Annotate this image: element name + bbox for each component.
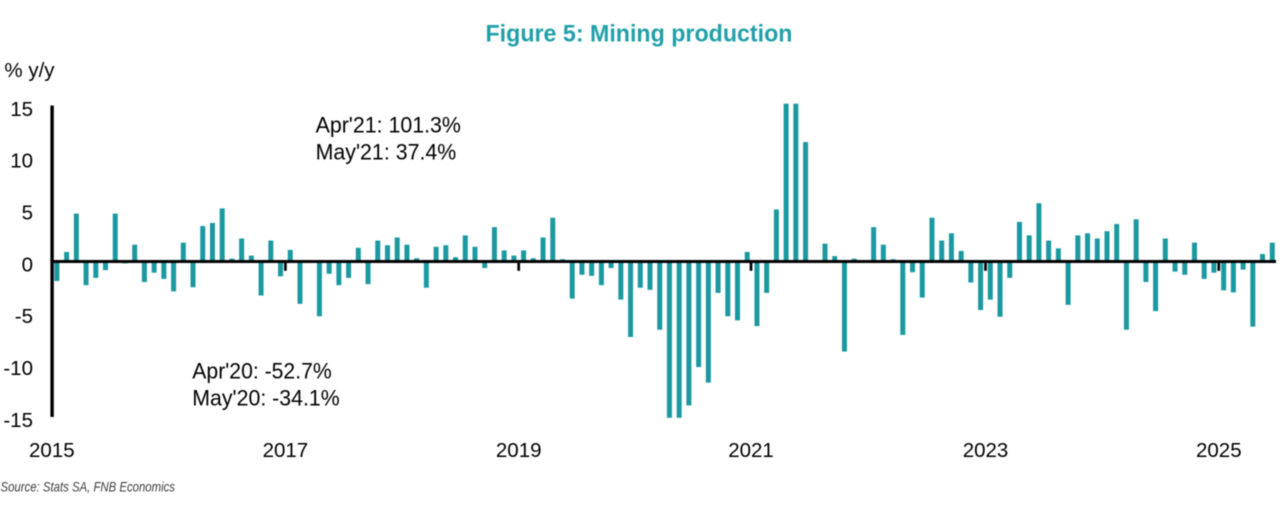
svg-text:May'20: -34.1%: May'20: -34.1% xyxy=(192,386,339,411)
svg-text:0: 0 xyxy=(22,253,33,276)
svg-text:15: 15 xyxy=(10,98,33,121)
svg-text:-5: -5 xyxy=(15,305,33,328)
svg-text:May'21: 37.4%: May'21: 37.4% xyxy=(316,140,457,165)
svg-text:2021: 2021 xyxy=(728,439,774,462)
svg-text:% y/y: % y/y xyxy=(4,59,55,82)
svg-text:Apr'21: 101.3%: Apr'21: 101.3% xyxy=(316,113,461,138)
svg-text:Source: Stats SA, FNB Economic: Source: Stats SA, FNB Economics xyxy=(1,478,176,494)
svg-text:2015: 2015 xyxy=(29,439,75,462)
svg-text:-15: -15 xyxy=(3,409,33,432)
svg-text:10: 10 xyxy=(10,150,33,173)
svg-text:2017: 2017 xyxy=(263,439,309,462)
svg-text:2019: 2019 xyxy=(496,439,542,462)
svg-text:5: 5 xyxy=(22,201,33,224)
svg-text:-10: -10 xyxy=(3,357,33,380)
svg-text:2023: 2023 xyxy=(963,439,1009,462)
svg-text:2025: 2025 xyxy=(1196,439,1242,462)
svg-text:Figure 5: Mining production: Figure 5: Mining production xyxy=(486,20,793,47)
svg-text:Apr'20: -52.7%: Apr'20: -52.7% xyxy=(192,359,331,384)
